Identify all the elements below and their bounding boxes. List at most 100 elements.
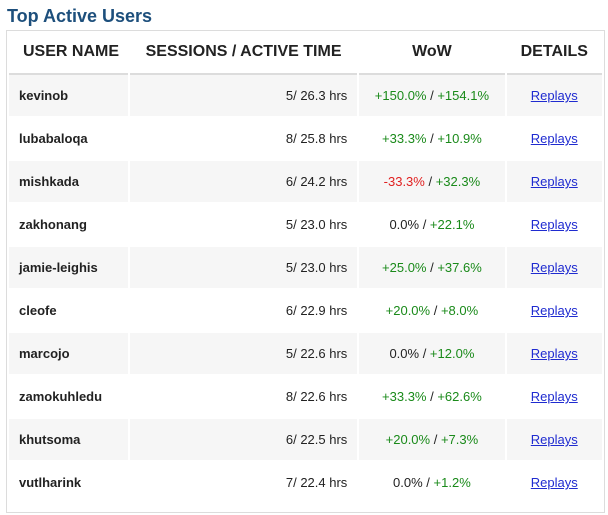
details-cell: Replays (506, 290, 602, 333)
replays-link[interactable]: Replays (530, 432, 578, 447)
sessions-cell: 7/ 22.4 hrs (129, 462, 358, 505)
details-cell: Replays (506, 333, 602, 376)
details-cell: Replays (506, 204, 602, 247)
sessions-cell: 8/ 25.8 hrs (129, 118, 358, 161)
wow-cell: -33.3% / +32.3% (359, 161, 505, 204)
wow-separator: / (426, 260, 438, 275)
user-name-cell: vutlharink (9, 462, 128, 505)
replays-link[interactable]: Replays (530, 88, 578, 103)
wow-time-change: +32.3% (435, 174, 481, 189)
wow-cell: +20.0% / +7.3% (359, 419, 505, 462)
replays-link[interactable]: Replays (530, 174, 578, 189)
replays-link[interactable]: Replays (530, 346, 578, 361)
wow-time-change: +8.0% (440, 303, 479, 318)
user-name-cell: kevinob (9, 75, 128, 118)
wow-sessions-change: +25.0% (382, 260, 427, 275)
column-header-user-name[interactable]: USER NAME (9, 31, 128, 75)
wow-time-change: +7.3% (440, 432, 479, 447)
sessions-cell: 8/ 22.6 hrs (129, 376, 358, 419)
wow-time-change: +10.9% (437, 131, 482, 146)
wow-sessions-change: 0.0% (389, 217, 420, 232)
wow-cell: +33.3% / +10.9% (359, 118, 505, 161)
wow-separator: / (426, 131, 438, 146)
wow-sessions-change: +33.3% (382, 131, 427, 146)
replays-link[interactable]: Replays (530, 389, 578, 404)
sessions-cell: 6/ 24.2 hrs (129, 161, 358, 204)
details-cell: Replays (506, 75, 602, 118)
user-name-cell: lubabaloqa (9, 118, 128, 161)
top-users-table: USER NAME SESSIONS / ACTIVE TIME WoW DET… (7, 31, 604, 505)
table-row: kevinob 5/ 26.3 hrs +150.0% / +154.1% Repla… (9, 75, 602, 118)
user-name-cell: khutsoma (9, 419, 128, 462)
wow-time-change: +22.1% (429, 217, 475, 232)
details-cell: Replays (506, 247, 602, 290)
wow-separator: / (419, 346, 430, 361)
wow-sessions-change: 0.0% (393, 475, 423, 490)
wow-time-change: +1.2% (433, 475, 471, 490)
details-cell: Replays (506, 118, 602, 161)
wow-separator: / (426, 389, 438, 404)
wow-cell: +150.0% / +154.1% (359, 75, 505, 118)
table-row: lubabaloqa 8/ 25.8 hrs +33.3% / +10.9% Repl… (9, 118, 602, 161)
wow-time-change: +37.6% (437, 260, 482, 275)
sessions-cell: 5/ 23.0 hrs (129, 204, 358, 247)
wow-time-change: +154.1% (437, 88, 490, 103)
user-name-cell: cleofe (9, 290, 128, 333)
sessions-cell: 6/ 22.5 hrs (129, 419, 358, 462)
wow-cell: +33.3% / +62.6% (359, 376, 505, 419)
wow-sessions-change: +20.0% (385, 432, 431, 447)
user-name-cell: mishkada (9, 161, 128, 204)
replays-link[interactable]: Replays (530, 260, 578, 275)
column-header-sessions[interactable]: SESSIONS / ACTIVE TIME (129, 31, 358, 75)
replays-link[interactable]: Replays (530, 131, 578, 146)
column-header-wow[interactable]: WoW (359, 31, 505, 75)
table-row: zamokuhledu 8/ 22.6 hrs +33.3% / +62.6% Rep… (9, 376, 602, 419)
table-row: vutlharink 7/ 22.4 hrs 0.0% / +1.2% Replays (9, 462, 602, 505)
user-name-cell: marcojo (9, 333, 128, 376)
wow-cell: +20.0% / +8.0% (359, 290, 505, 333)
details-cell: Replays (506, 462, 602, 505)
table-body: kevinob 5/ 26.3 hrs +150.0% / +154.1% Repla… (9, 75, 602, 505)
wow-sessions-change: +20.0% (385, 303, 431, 318)
replays-link[interactable]: Replays (530, 475, 578, 490)
table-row: mishkada 6/ 24.2 hrs -33.3% / +32.3% Replay… (9, 161, 602, 204)
sessions-cell: 5/ 26.3 hrs (129, 75, 358, 118)
wow-sessions-change: 0.0% (389, 346, 420, 361)
wow-sessions-change: +33.3% (382, 389, 427, 404)
table-header: USER NAME SESSIONS / ACTIVE TIME WoW DET… (9, 31, 602, 75)
wow-separator: / (430, 432, 441, 447)
top-users-table-container: USER NAME SESSIONS / ACTIVE TIME WoW DET… (6, 30, 605, 513)
wow-time-change: +62.6% (437, 389, 482, 404)
replays-link[interactable]: Replays (530, 217, 578, 232)
wow-separator: / (422, 475, 434, 490)
wow-sessions-change: +150.0% (374, 88, 427, 103)
wow-cell: 0.0% / +1.2% (359, 462, 505, 505)
user-name-cell: zamokuhledu (9, 376, 128, 419)
wow-separator: / (426, 88, 438, 103)
details-cell: Replays (506, 161, 602, 204)
details-cell: Replays (506, 419, 602, 462)
header-row: USER NAME SESSIONS / ACTIVE TIME WoW DET… (9, 31, 602, 75)
wow-sessions-change: -33.3% (383, 174, 425, 189)
user-name-cell: jamie-leighis (9, 247, 128, 290)
table-row: khutsoma 6/ 22.5 hrs +20.0% / +7.3% Replays (9, 419, 602, 462)
column-header-details[interactable]: DETAILS (506, 31, 602, 75)
wow-separator: / (424, 174, 436, 189)
wow-cell: 0.0% / +12.0% (359, 333, 505, 376)
wow-cell: 0.0% / +22.1% (359, 204, 505, 247)
sessions-cell: 6/ 22.9 hrs (129, 290, 358, 333)
replays-link[interactable]: Replays (530, 303, 578, 318)
details-cell: Replays (506, 376, 602, 419)
page-title: Top Active Users (7, 6, 153, 26)
table-row: marcojo 5/ 22.6 hrs 0.0% / +12.0% Replays (9, 333, 602, 376)
user-name-cell: zakhonang (9, 204, 128, 247)
wow-separator: / (430, 303, 441, 318)
wow-time-change: +12.0% (429, 346, 475, 361)
table-row: cleofe 6/ 22.9 hrs +20.0% / +8.0% Replays (9, 290, 602, 333)
wow-cell: +25.0% / +37.6% (359, 247, 505, 290)
table-row: jamie-leighis 5/ 23.0 hrs +25.0% / +37.6% R… (9, 247, 602, 290)
sessions-cell: 5/ 22.6 hrs (129, 333, 358, 376)
sessions-cell: 5/ 23.0 hrs (129, 247, 358, 290)
table-row: zakhonang 5/ 23.0 hrs 0.0% / +22.1% Replays (9, 204, 602, 247)
wow-separator: / (419, 217, 430, 232)
